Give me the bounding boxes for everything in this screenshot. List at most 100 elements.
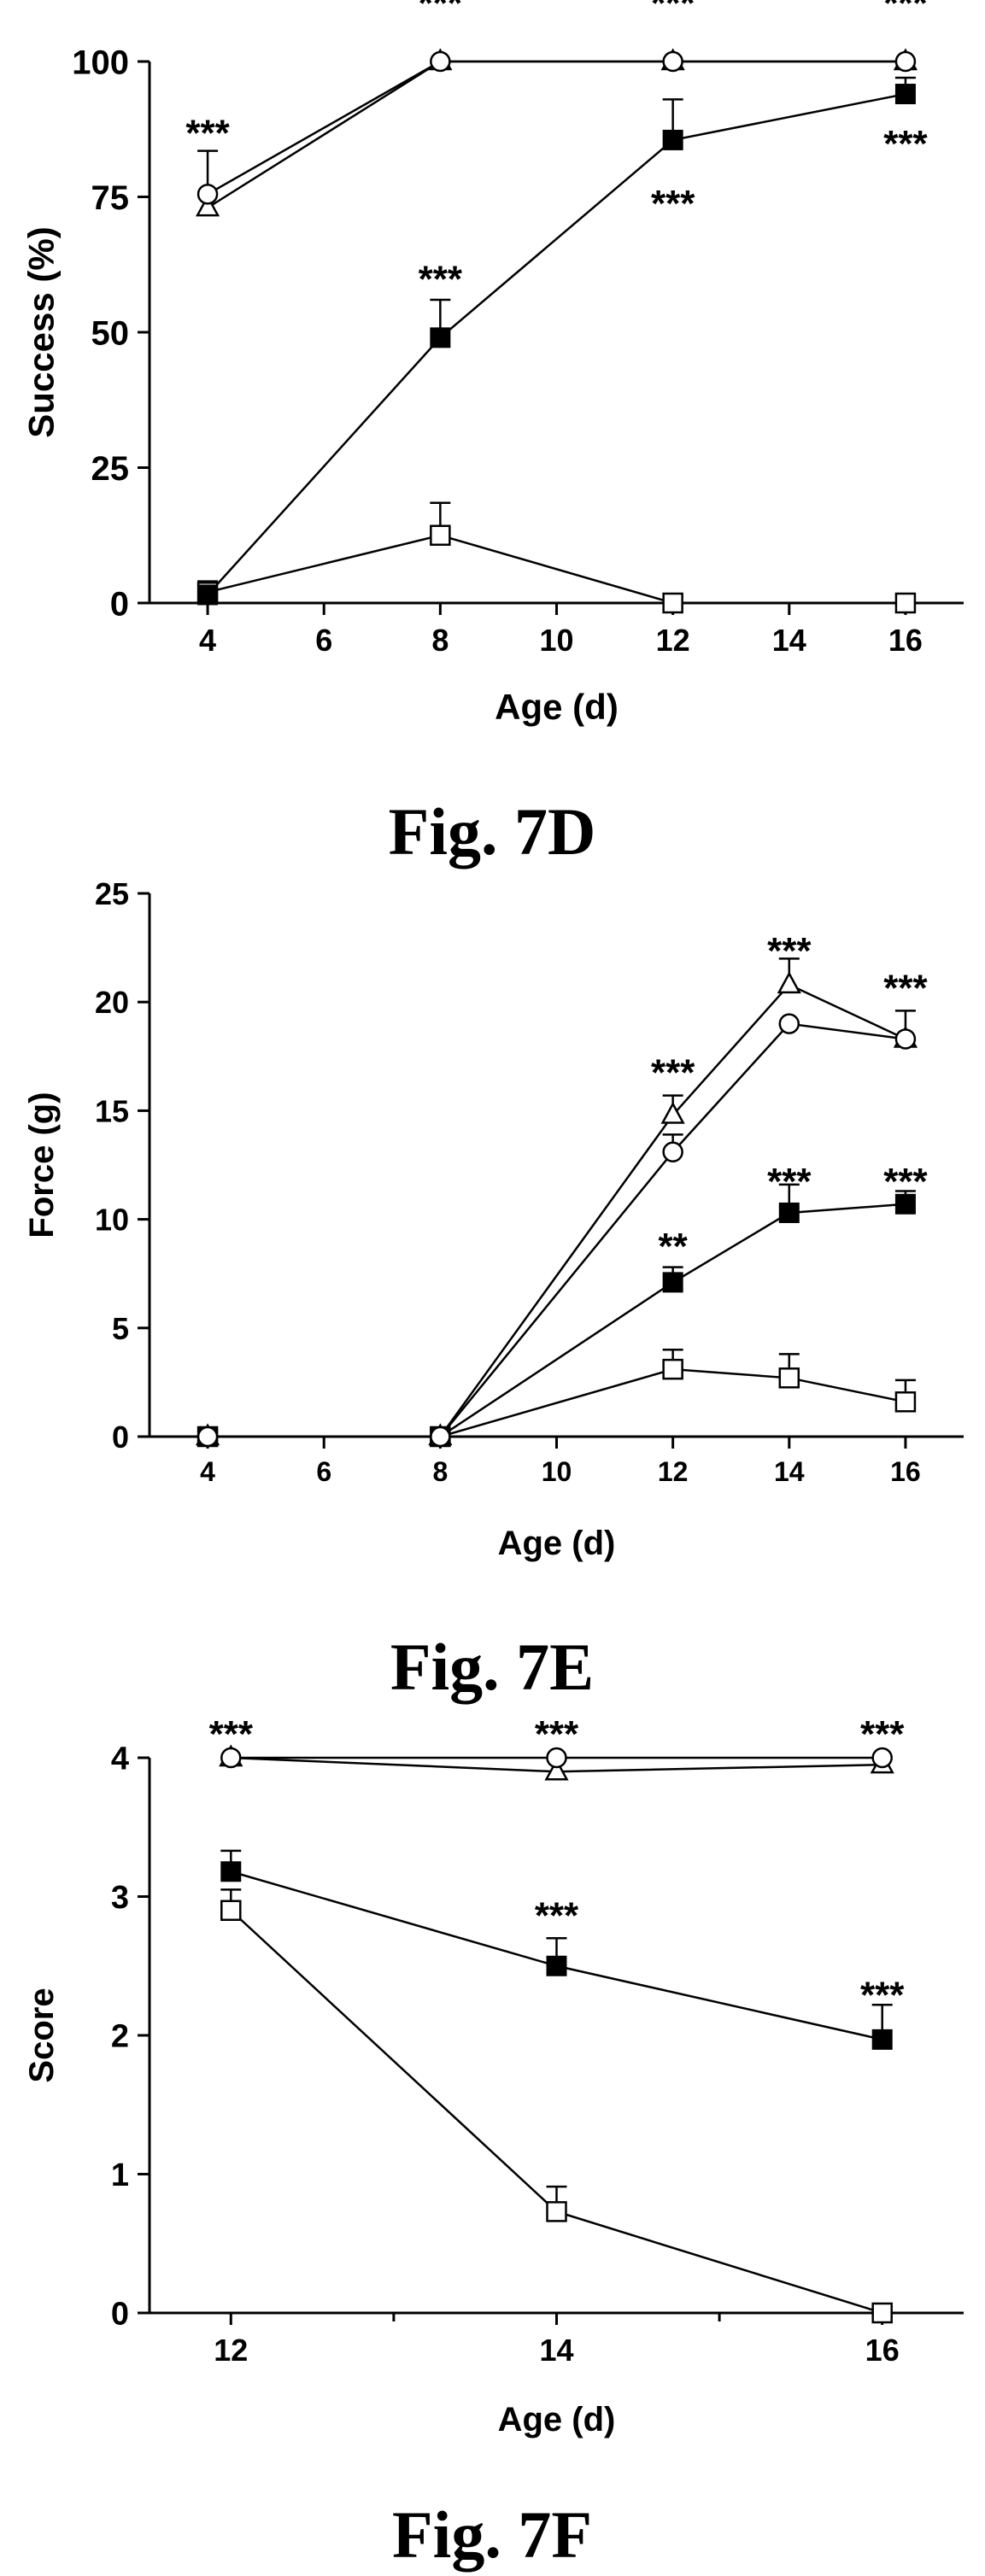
- series-line-square-filled: [208, 1203, 906, 1438]
- filled-square-marker: [197, 584, 219, 606]
- x-tick-label: 12: [214, 2333, 248, 2368]
- y-axis-label: Score: [23, 1988, 61, 2082]
- y-tick-label: 1: [111, 2157, 129, 2193]
- filled-square-marker: [430, 327, 451, 348]
- x-tick-label: 14: [774, 1456, 805, 1487]
- x-tick-label: 10: [539, 623, 573, 658]
- significance-label: ***: [185, 112, 230, 154]
- y-tick-label: 0: [111, 2297, 129, 2333]
- significance-label: ***: [767, 1161, 812, 1203]
- y-tick-label: 20: [95, 985, 129, 1020]
- x-tick-label: 14: [539, 2333, 573, 2368]
- x-tick-label: 14: [772, 623, 806, 658]
- significance-label: ***: [860, 1974, 905, 2016]
- circle-marker: [871, 1747, 893, 1769]
- circle-marker: [220, 1747, 242, 1769]
- x-tick-label: 6: [315, 623, 332, 658]
- filled-square-marker: [662, 129, 683, 150]
- y-tick-label: 15: [95, 1093, 129, 1128]
- x-axis-label: Age (d): [498, 2401, 616, 2438]
- series-line-circle-open: [208, 1022, 906, 1438]
- y-tick-label: 75: [91, 179, 130, 217]
- filled-square-marker: [546, 1955, 567, 1976]
- triangle-marker: [544, 1758, 569, 1781]
- figure-caption: Fig. 7F: [392, 2497, 592, 2572]
- open-square-marker: [894, 592, 917, 614]
- y-tick-label: 2: [111, 2019, 129, 2055]
- filled-square-marker: [662, 1272, 683, 1293]
- open-square-marker: [871, 2302, 893, 2324]
- circle-marker: [430, 50, 451, 73]
- significance-label: ***: [535, 1895, 579, 1937]
- circle-marker: [196, 184, 219, 205]
- open-square-marker: [662, 592, 683, 614]
- filled-square-marker: [220, 1861, 242, 1882]
- significance-label: ***: [651, 0, 695, 24]
- series-line-square-open: [207, 534, 906, 605]
- significance-label: ***: [651, 1052, 695, 1094]
- y-tick-label: 3: [111, 1880, 129, 1916]
- x-tick-label: 4: [200, 1456, 215, 1487]
- x-tick-label: 12: [656, 623, 690, 658]
- significance-label: ***: [419, 259, 463, 301]
- filled-square-marker: [778, 1202, 800, 1223]
- y-axis-label: Force (g): [23, 1092, 61, 1238]
- series-line-triangle-open: [208, 983, 906, 1438]
- x-tick-label: 16: [888, 623, 923, 658]
- open-square-marker: [430, 524, 451, 546]
- triangle-marker: [660, 1101, 685, 1124]
- open-square-marker: [546, 2201, 567, 2222]
- y-tick-label: 4: [111, 1742, 129, 1777]
- significance-label: ***: [883, 967, 928, 1009]
- significance-label: ***: [883, 1161, 928, 1203]
- significance-label: ***: [883, 0, 928, 24]
- x-tick-label: 4: [199, 623, 216, 658]
- significance-label: **: [659, 1226, 689, 1268]
- open-square-marker: [894, 1391, 917, 1413]
- circle-marker: [894, 1028, 917, 1050]
- x-tick-label: 12: [658, 1456, 689, 1487]
- figure-caption: Fig. 7E: [390, 1630, 594, 1704]
- circle-marker: [894, 50, 917, 73]
- circle-marker: [430, 1426, 451, 1448]
- series-line-square-open: [208, 1367, 906, 1438]
- y-tick-label: 25: [95, 876, 129, 911]
- circle-marker: [778, 1013, 800, 1034]
- significance-label: ***: [767, 930, 812, 972]
- circle-marker: [662, 1141, 683, 1162]
- x-axis-label: Age (d): [495, 687, 619, 727]
- x-axis-label: Age (d): [498, 1525, 616, 1562]
- y-axis-label: Success (%): [21, 226, 62, 437]
- significance-label: ***: [860, 1713, 905, 1755]
- significance-label: ***: [419, 0, 463, 24]
- figure-caption: Fig. 7D: [389, 794, 596, 869]
- open-square-marker: [220, 1900, 242, 1921]
- y-tick-label: 5: [112, 1311, 129, 1346]
- y-tick-label: 100: [72, 44, 129, 81]
- filled-square-marker: [894, 1193, 916, 1215]
- significance-label: ***: [535, 1713, 579, 1755]
- filled-square-marker: [894, 84, 916, 105]
- triangle-marker: [195, 194, 220, 217]
- x-tick-label: 10: [542, 1456, 572, 1487]
- series-line-circle-open: [207, 60, 906, 196]
- significance-label: ***: [209, 1713, 254, 1755]
- open-square-marker: [662, 1358, 683, 1380]
- y-tick-label: 0: [110, 585, 129, 623]
- open-square-marker: [778, 1367, 800, 1389]
- x-tick-label: 8: [431, 623, 449, 658]
- significance-label: ***: [883, 123, 928, 165]
- x-tick-label: 8: [432, 1456, 448, 1487]
- x-tick-label: 16: [890, 1456, 921, 1487]
- circle-marker: [196, 1426, 219, 1448]
- y-tick-label: 50: [91, 314, 130, 352]
- significance-label: ***: [651, 183, 695, 225]
- x-tick-label: 16: [865, 2333, 900, 2368]
- chart-panel-1: 0 25 50 75 100 4 6 8 10 12 14 16 Age (d) Success (%) F…: [21, 0, 964, 869]
- y-tick-label: 0: [112, 1420, 129, 1455]
- filled-square-marker: [871, 2029, 893, 2050]
- x-tick-label: 6: [316, 1456, 331, 1487]
- series-line-square-filled: [207, 92, 906, 596]
